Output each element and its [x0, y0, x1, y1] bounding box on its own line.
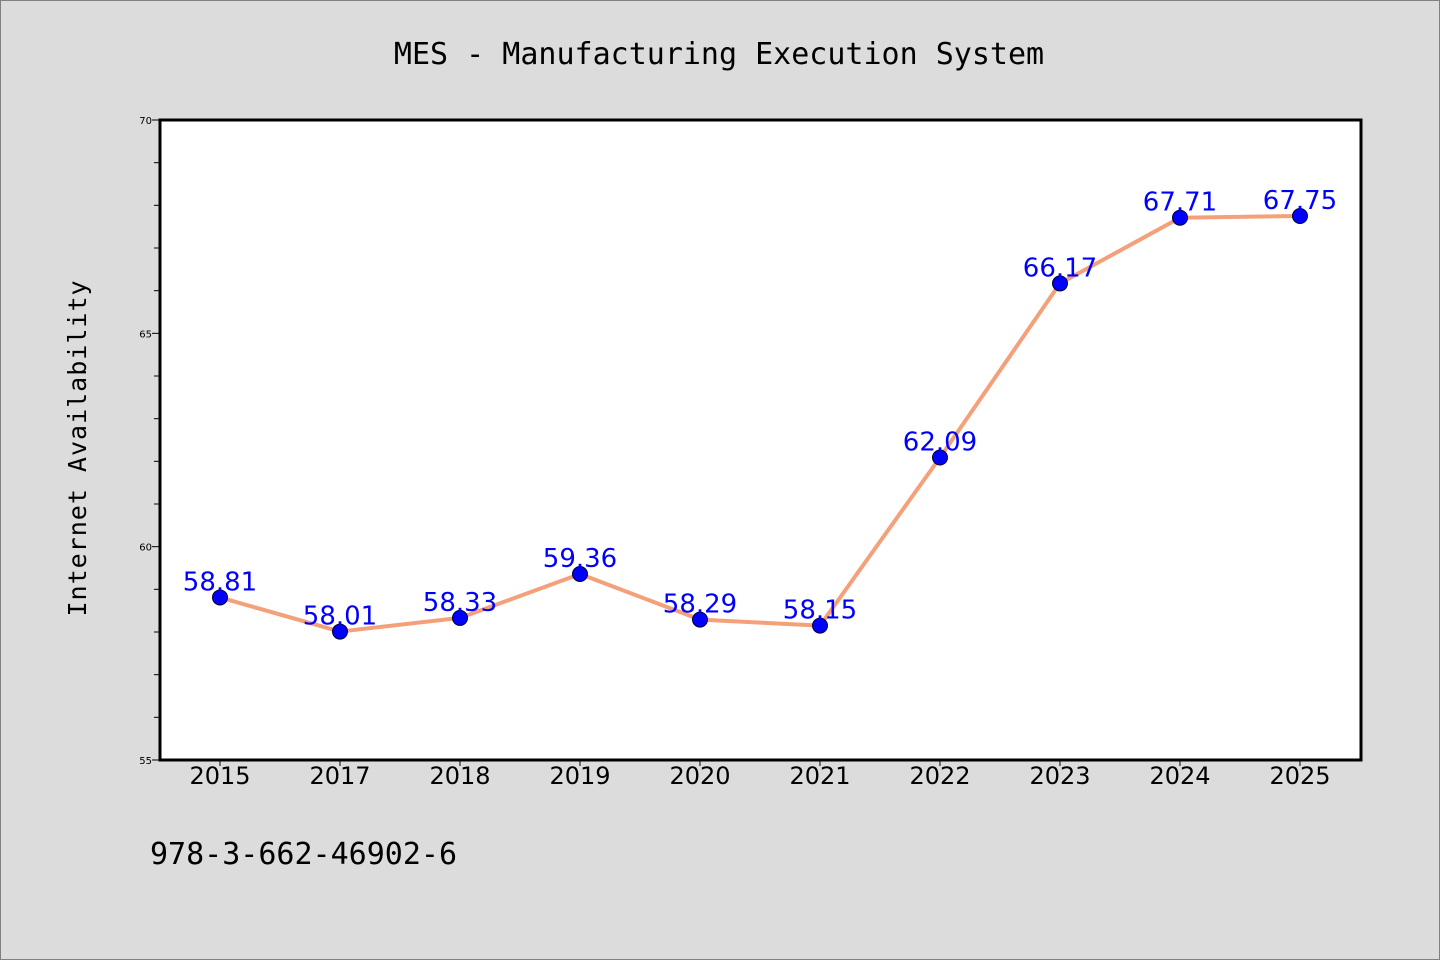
chart-title: MES - Manufacturing Execution System: [394, 37, 1044, 72]
data-label: 58.15: [783, 596, 857, 626]
x-axis-ticks: 2015 2017 2018 2019 2020 2021 2022 2023 2024 2025: [189, 760, 1331, 790]
x-tick-label: 2025: [1269, 762, 1330, 790]
y-tick-label: 55: [139, 756, 152, 767]
x-tick-label: 2022: [909, 762, 970, 790]
series-line: [219, 214, 1301, 634]
x-tick-label: 2017: [309, 762, 370, 790]
data-point: [1292, 208, 1308, 224]
y-axis-ticks: 55 60 65 70: [139, 116, 160, 767]
x-tick-label: 2024: [1149, 762, 1210, 790]
footnote-isbn: 978-3-662-46902-6: [150, 837, 457, 872]
x-tick-label: 2021: [789, 762, 850, 790]
y-axis-label: Internet Availability: [63, 279, 92, 616]
data-point: [692, 611, 708, 628]
data-label: 59.36: [543, 544, 617, 574]
data-point: [812, 617, 828, 634]
data-label: 67.75: [1263, 186, 1337, 216]
data-point: [1052, 275, 1068, 292]
data-label: 58.01: [303, 602, 377, 632]
x-tick-label: 2023: [1029, 762, 1090, 790]
data-point: [212, 589, 228, 606]
x-tick-label: 2015: [189, 762, 250, 790]
data-label: 67.71: [1143, 188, 1217, 218]
y-tick-label: 60: [139, 543, 152, 554]
data-label: 66.17: [1023, 253, 1097, 283]
data-label: 58.33: [423, 588, 497, 618]
data-label: 62.09: [903, 427, 977, 457]
plot-border: [158, 118, 1363, 762]
data-point: [932, 449, 948, 466]
y-tick-label: 65: [139, 329, 152, 340]
data-point: [332, 623, 348, 640]
data-point: [1172, 209, 1188, 226]
x-tick-label: 2020: [669, 762, 730, 790]
data-point: [452, 609, 468, 626]
x-tick-label: 2018: [429, 762, 490, 790]
data-point: [572, 565, 588, 582]
data-series: 58.81 58.01 58.33 59.36 58.29 58.15 62.09 66.17…: [183, 186, 1337, 640]
y-tick-label: 70: [139, 116, 152, 127]
x-tick-label: 2019: [549, 762, 610, 790]
data-label: 58.81: [183, 567, 257, 597]
data-label: 58.29: [663, 590, 737, 620]
